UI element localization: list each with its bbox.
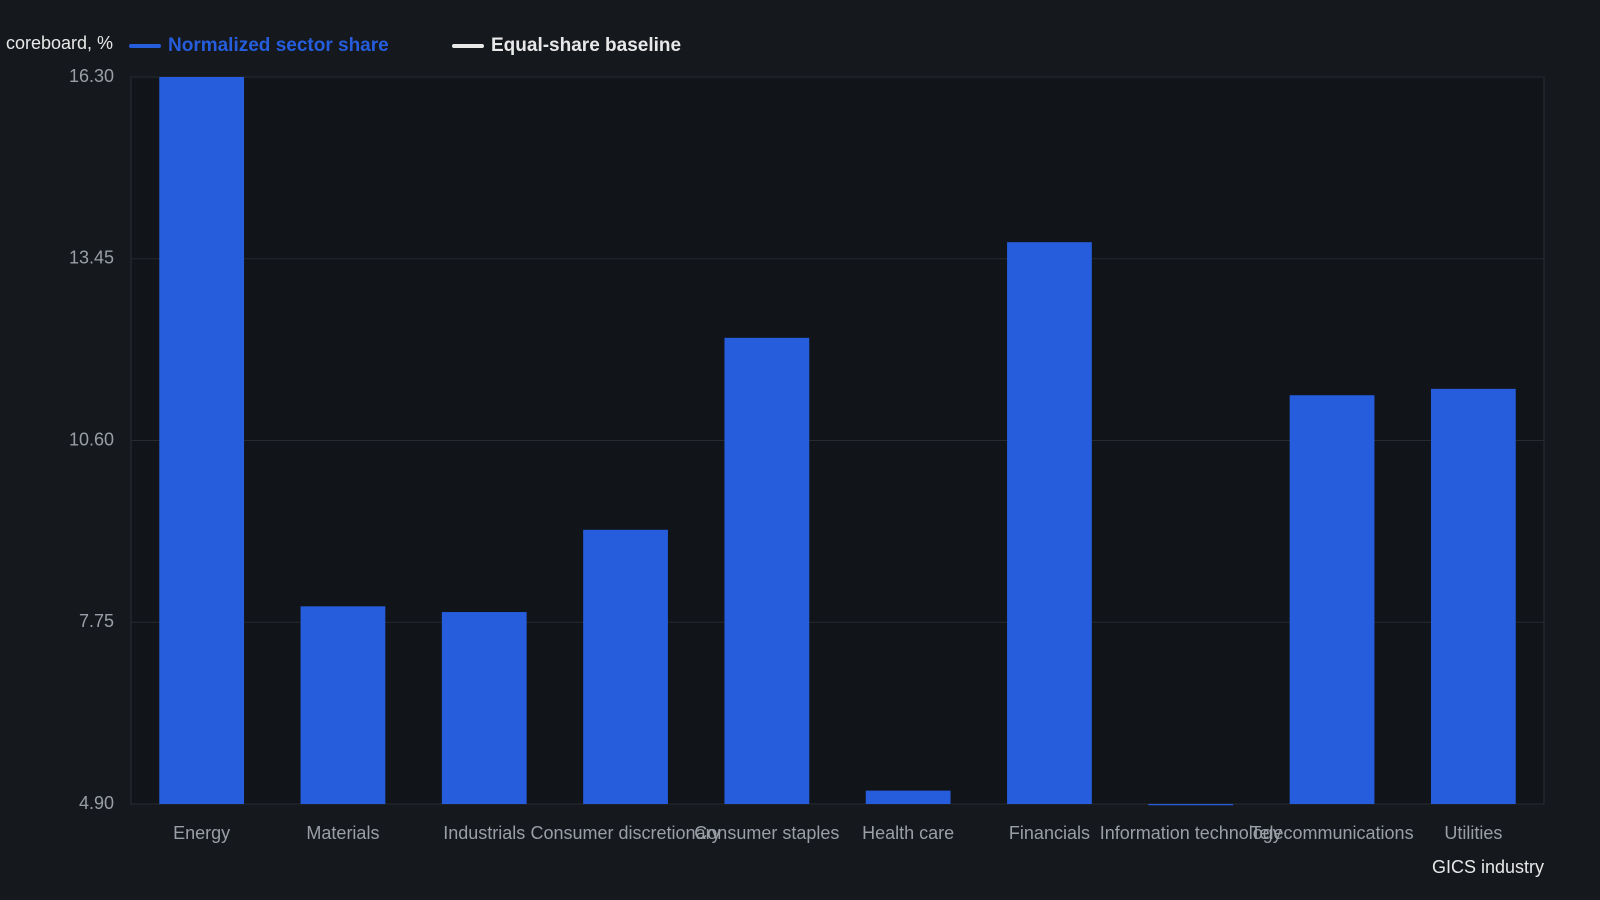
y-tick-label: 10.60 [69, 429, 114, 449]
x-tick-label: Utilities [1444, 823, 1502, 843]
bar [441, 612, 527, 804]
x-tick-label: Consumer discretionary [531, 823, 721, 843]
y-tick-label: 13.45 [69, 248, 114, 268]
legend-label: Normalized sector share [168, 35, 389, 56]
bar [1289, 395, 1375, 804]
bar [1430, 388, 1516, 804]
x-tick-label: Financials [1009, 823, 1090, 843]
y-axis-label: coreboard, % [6, 33, 113, 53]
y-tick-label: 4.90 [79, 793, 114, 813]
bar [724, 337, 810, 804]
x-tick-label: Consumer staples [694, 823, 839, 843]
legend-label: Equal-share baseline [491, 35, 681, 56]
x-tick-label: Information technology [1100, 823, 1282, 843]
x-tick-label: Industrials [443, 823, 525, 843]
y-tick-label: 7.75 [79, 611, 114, 631]
y-tick-label: 16.30 [69, 66, 114, 86]
x-tick-label: Health care [862, 823, 954, 843]
bar [583, 529, 668, 804]
x-tick-label: Telecommunications [1251, 823, 1414, 843]
bar [300, 606, 386, 804]
x-tick-label: Materials [306, 823, 379, 843]
bar [1007, 242, 1092, 804]
bar [1148, 804, 1234, 806]
x-axis-label: GICS industry [1432, 857, 1544, 877]
x-tick-label: Energy [173, 823, 230, 843]
bar [159, 77, 245, 804]
bar [865, 790, 951, 804]
